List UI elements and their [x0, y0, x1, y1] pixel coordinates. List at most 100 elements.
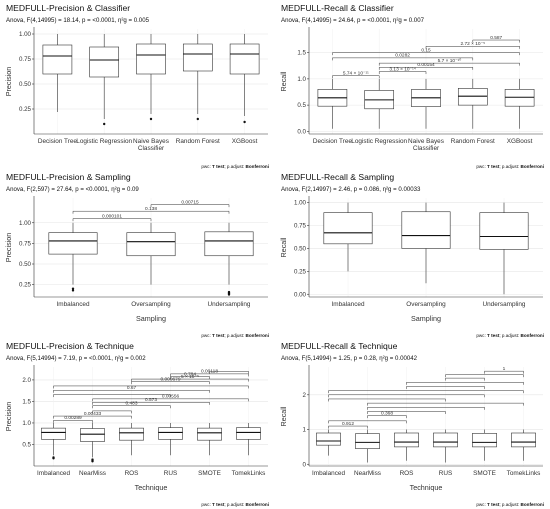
x-tick-label: Logistic Regression [351, 138, 407, 145]
panel-subtitle: Anova, F(2,597) = 27.64, p = <0.0001, η²… [6, 186, 139, 193]
bracket-p-value: 0.573 [145, 397, 157, 403]
footer-test: T test [212, 164, 225, 169]
x-tick-label: Imbalanced [37, 470, 70, 477]
panel-recall-classifier: MEDFULL-Recall & Classifier Anova, F(4,1… [275, 0, 550, 169]
outlier-point [227, 293, 231, 296]
significance-bracket [53, 415, 132, 419]
box [479, 212, 529, 250]
bracket-p-value: 2.72 × 10⁻⁵ [460, 41, 485, 47]
significance-bracket [328, 420, 407, 424]
significance-bracket [328, 398, 446, 402]
bracket-p-value: 5 × 10⁻⁵ [181, 374, 199, 380]
significance-bracket [53, 394, 171, 398]
bracket-p-value: 0.912 [342, 421, 354, 427]
bracket-p-value: 0.368 [381, 410, 393, 416]
footer-mid: ; p.adjust: [224, 333, 246, 338]
panel-footer: pwc: T test; p.adjust: Bonferroni [476, 333, 544, 338]
y-tick-label: 1 [303, 427, 307, 434]
panel-title: MEDFULL-Recall & Sampling [281, 172, 395, 182]
y-tick-label: 1.5 [297, 50, 306, 57]
significance-bracket [332, 75, 380, 79]
significance-bracket [150, 204, 230, 208]
x-tick-label: Oversampling [406, 301, 446, 308]
box [42, 44, 73, 75]
significance-bracket [367, 402, 524, 406]
x-tick-label: XGBoost [507, 138, 533, 145]
box [158, 427, 183, 440]
significance-bracket [92, 398, 249, 402]
bracket-p-value: 0.000679 [160, 376, 180, 382]
outlier-point [52, 457, 55, 460]
box [472, 433, 497, 448]
footer-test: T test [487, 502, 500, 507]
bracket-p-value: 0.587 [490, 35, 502, 41]
box [204, 231, 254, 257]
box [511, 432, 536, 448]
significance-bracket [406, 386, 485, 389]
significance-bracket [406, 382, 524, 385]
bracket-p-value: 5.7 × 10⁻¹⁰ [438, 58, 462, 64]
bracket-p-value: 3.13 × 10⁻¹⁴ [389, 66, 415, 72]
significance-bracket [378, 71, 427, 75]
bracket-p-value: 0.483 [125, 401, 137, 407]
outlier-point [149, 117, 153, 121]
footer-test: T test [212, 333, 225, 338]
significance-bracket [378, 67, 474, 70]
panel-title: MEDFULL-Precision & Classifier [6, 3, 131, 13]
box [89, 46, 120, 78]
y-axis-label: Recall [279, 71, 288, 91]
box [433, 432, 458, 448]
significance-bracket [425, 46, 520, 49]
outlier-point [91, 460, 94, 463]
panel-subtitle: Anova, F(2,14997) = 2.46, p = 0.086, η²g… [281, 186, 421, 193]
outlier-point [243, 120, 246, 124]
bracket-p-value: 0.0282 [395, 53, 410, 59]
significance-bracket [484, 370, 524, 374]
box [229, 43, 260, 75]
panel-title: MEDFULL-Precision & Sampling [6, 172, 131, 182]
x-tick-label: Naive Bayes [408, 138, 444, 145]
x-tick-label: NearMiss [354, 470, 381, 477]
boxplot-svg: 0.25 0.50 0.75 1.00 Precision Decision Tree Lo… [4, 27, 268, 152]
significance-bracket [131, 381, 210, 385]
y-axis-label: Recall [279, 406, 288, 426]
y-tick-label: 0.25 [294, 268, 307, 275]
box [316, 432, 341, 446]
footer-adjust: Bonferroni [245, 502, 269, 507]
panel-title: MEDFULL-Precision & Technique [6, 341, 134, 351]
footer-mid: ; p.adjust: [499, 164, 521, 169]
significance-bracket [367, 411, 446, 414]
bracket-p-value: 0.00433 [84, 411, 102, 417]
outlier-point [71, 289, 75, 292]
box [136, 43, 166, 75]
footer-adjust: Bonferroni [520, 333, 544, 338]
outlier-point [103, 122, 106, 126]
bracket-p-value: 1 [503, 366, 506, 372]
x-tick-label: Classifier [413, 145, 440, 152]
significance-bracket [131, 378, 249, 382]
x-axis-label: Technique [135, 483, 168, 492]
footer-adjust: Bonferroni [520, 164, 544, 169]
box [323, 212, 373, 245]
x-tick-label: Naive Bayes [133, 138, 169, 145]
y-tick-label: 1.00 [294, 200, 307, 207]
significance-bracket [53, 385, 249, 389]
x-tick-label: Random Forest [176, 138, 220, 145]
y-tick-label: 1.00 [19, 220, 32, 227]
y-tick-label: 0.75 [19, 56, 32, 63]
significance-bracket [92, 405, 171, 409]
footer-mid: ; p.adjust: [499, 502, 521, 507]
x-tick-label: RUS [164, 470, 178, 477]
outlier-point [71, 287, 75, 290]
panel-footer: pwc: T test; p.adjust: Bonferroni [476, 164, 544, 169]
significance-bracket [445, 374, 524, 378]
x-tick-label: Decision Tree [313, 138, 353, 145]
box [80, 428, 105, 442]
panel-recall-technique: MEDFULL-Recall & Technique Anova, F(5,14… [275, 338, 550, 507]
panel-footer: pwc: T test; p.adjust: Bonferroni [476, 502, 544, 507]
outlier-point [196, 117, 199, 121]
x-tick-label: TomekLinks [507, 470, 541, 477]
x-axis-label: Sampling [411, 314, 441, 323]
bracket-p-value: 0.00289 [64, 415, 82, 421]
significance-bracket [472, 39, 520, 43]
